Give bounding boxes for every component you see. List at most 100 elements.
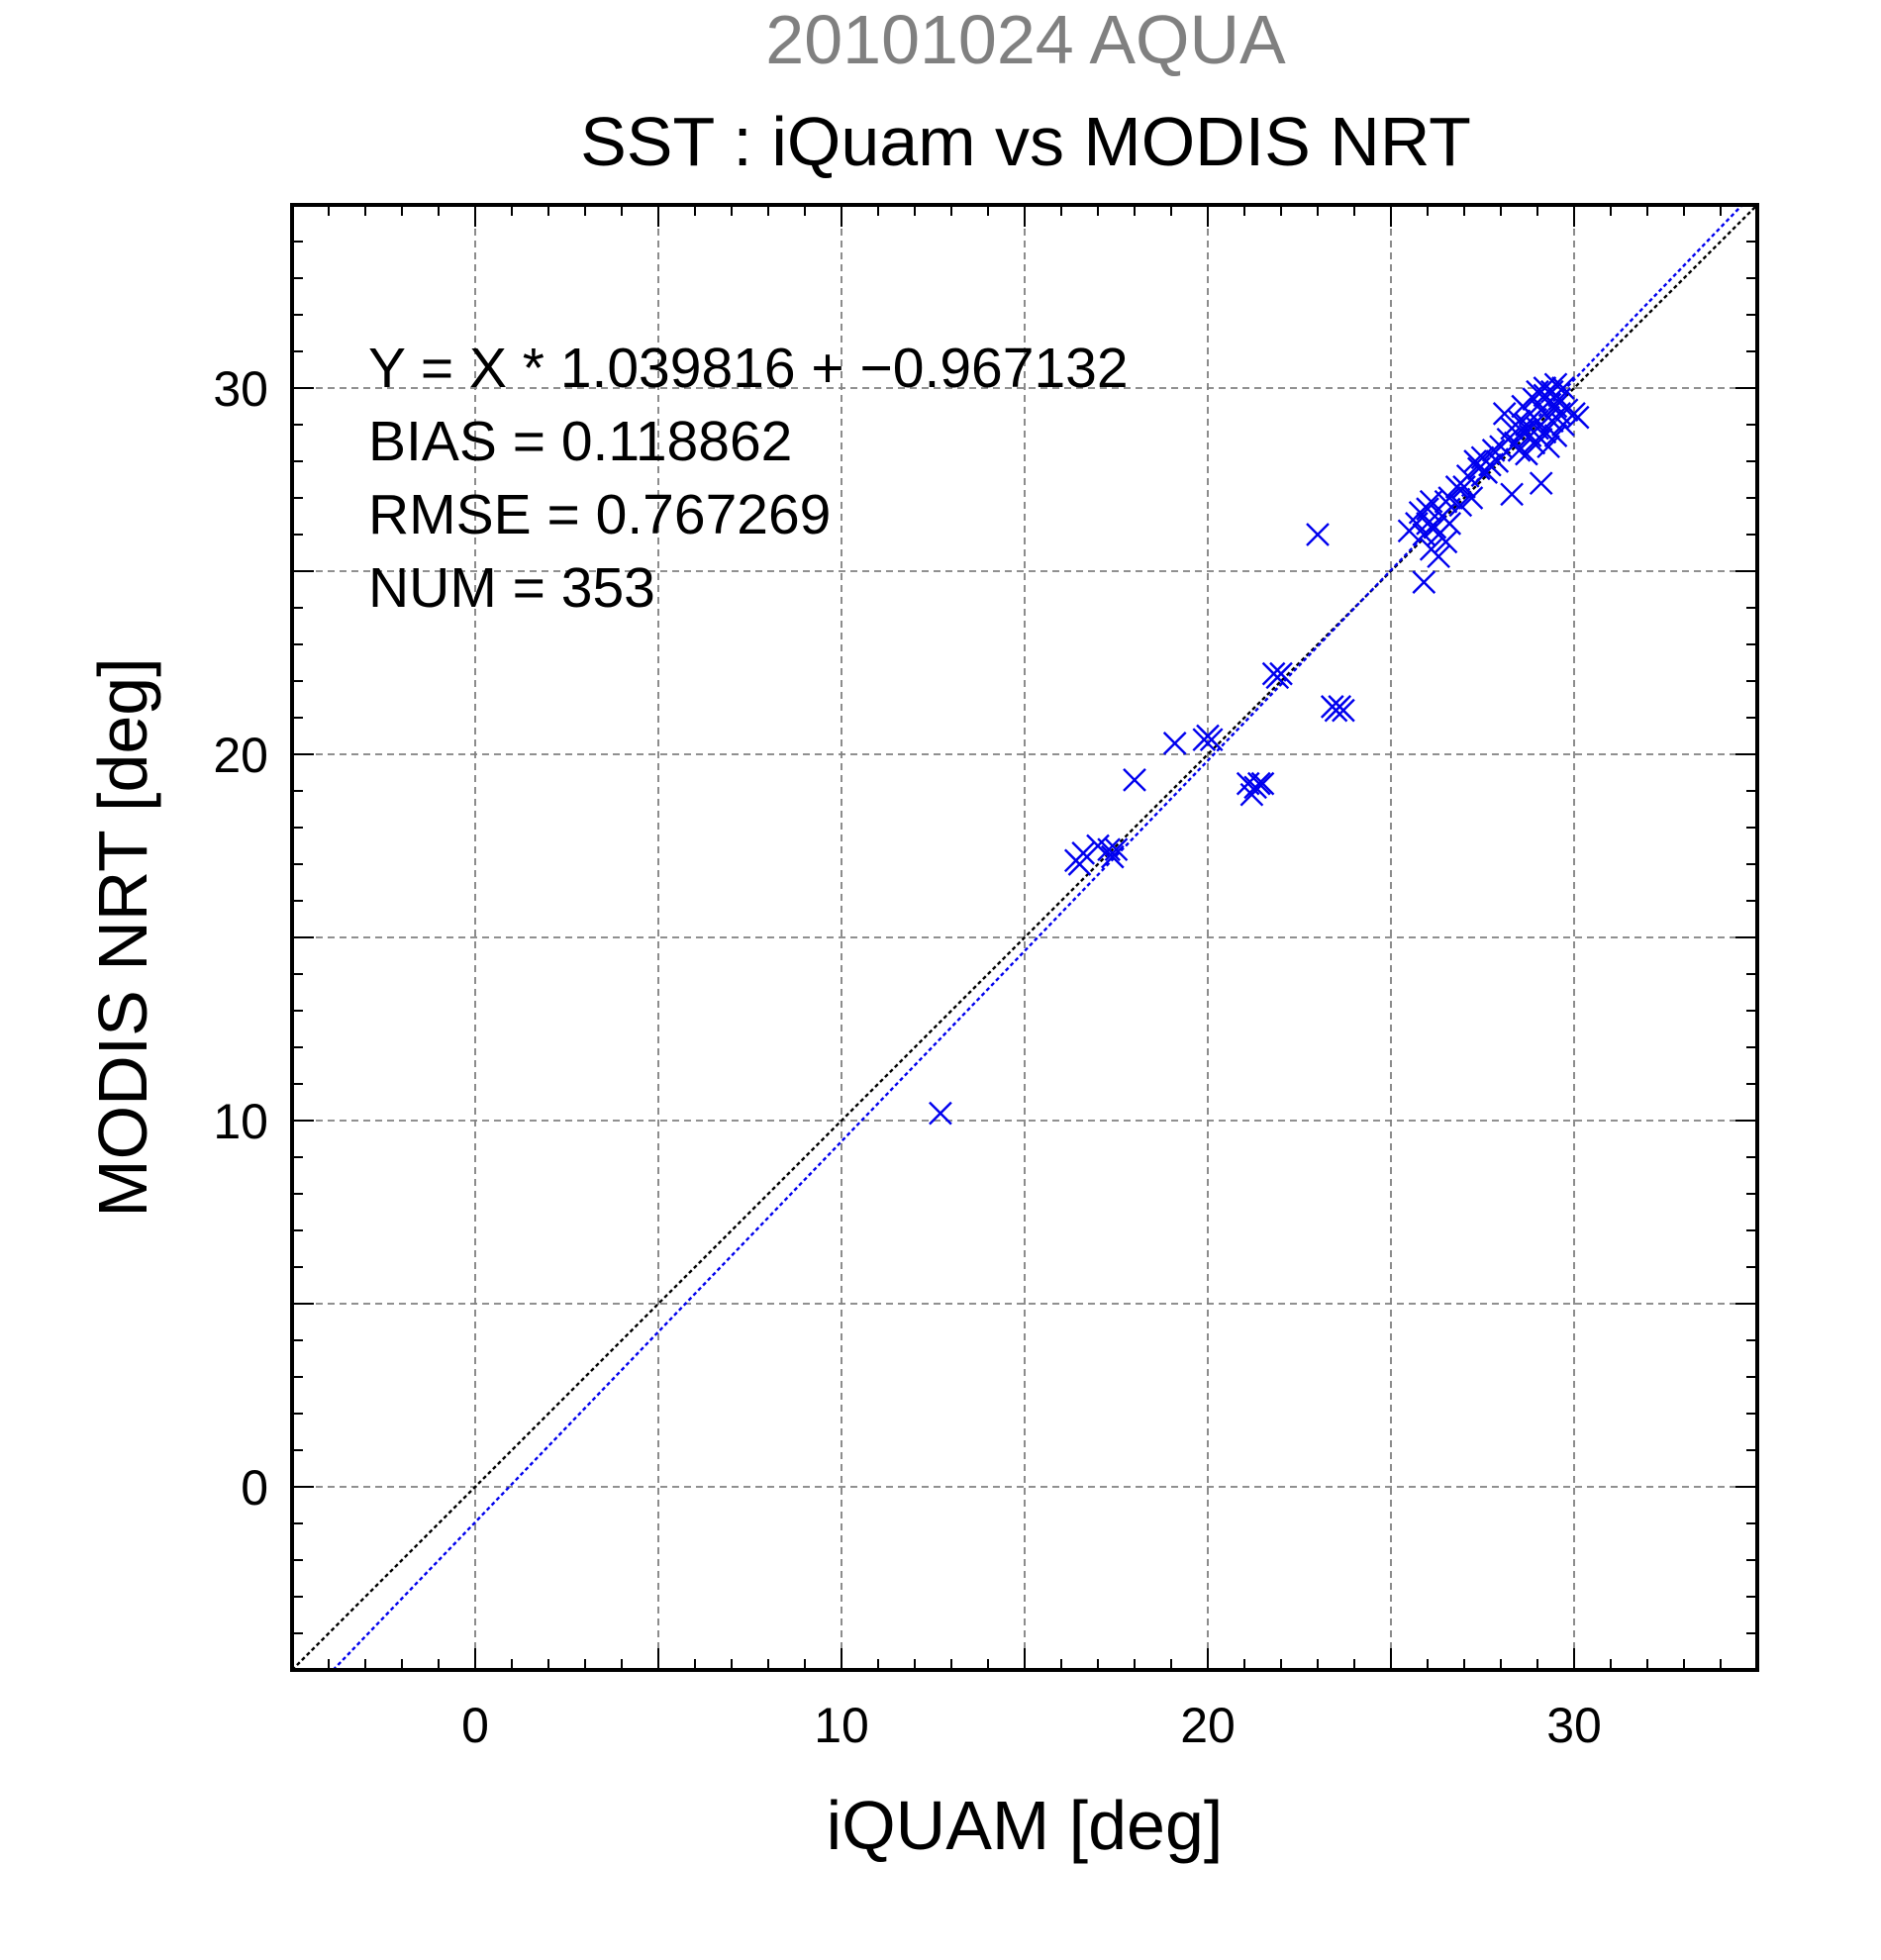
data-point-stroke xyxy=(1437,512,1462,536)
data-point xyxy=(1162,732,1187,755)
data-point xyxy=(929,1101,952,1126)
data-point xyxy=(1097,837,1121,862)
data-point-stroke xyxy=(1067,852,1092,876)
data-point-stroke xyxy=(1086,833,1110,858)
stat-line: RMSE = 0.767269 xyxy=(368,483,831,546)
y-tick-label: 10 xyxy=(213,1094,268,1149)
stats-box: Y = X * 1.039816 + −0.967132 BIAS = 0.118… xyxy=(368,337,1129,620)
data-point xyxy=(1437,512,1462,536)
data-point-stroke xyxy=(1332,698,1355,723)
data-point xyxy=(1067,852,1092,876)
data-point xyxy=(1306,523,1330,546)
data-point-stroke xyxy=(1269,661,1293,686)
data-point-stroke xyxy=(929,1101,952,1126)
stat-line: BIAS = 0.118862 xyxy=(368,410,792,473)
data-point xyxy=(1412,570,1436,594)
data-point-stroke xyxy=(1536,435,1560,459)
data-point-stroke xyxy=(1551,376,1575,400)
data-point xyxy=(1434,530,1458,554)
data-point-stroke xyxy=(1416,512,1439,536)
data-point xyxy=(1565,405,1590,430)
data-point-stroke xyxy=(1511,420,1535,444)
data-point-stroke xyxy=(1529,471,1553,496)
data-point-stroke xyxy=(1097,837,1121,862)
data-point-stroke xyxy=(1543,394,1568,419)
data-point-stroke xyxy=(1455,463,1480,488)
data-point-stroke xyxy=(1463,449,1487,473)
y-tick-label: 0 xyxy=(241,1460,268,1516)
data-point-stroke xyxy=(1434,530,1458,554)
data-point-stroke xyxy=(1123,768,1146,792)
data-point xyxy=(1485,449,1510,473)
data-point-stroke xyxy=(1104,837,1129,862)
stat-line: Y = X * 1.039816 + −0.967132 xyxy=(368,337,1129,400)
data-point xyxy=(1100,844,1125,869)
fit-line xyxy=(332,204,1743,1671)
data-point xyxy=(1507,439,1532,462)
data-point xyxy=(1427,544,1450,569)
data-point-stroke xyxy=(1554,398,1579,423)
data-point xyxy=(1269,661,1293,686)
data-point-stroke xyxy=(1543,424,1568,447)
data-point-stroke xyxy=(1250,771,1275,796)
data-point xyxy=(1551,376,1575,400)
data-point xyxy=(1199,728,1224,752)
y-tick-label: 20 xyxy=(213,728,268,783)
data-point-stroke xyxy=(1543,372,1568,397)
data-point xyxy=(1492,402,1517,426)
data-point xyxy=(1246,771,1271,796)
stat-line: NUM = 353 xyxy=(368,556,655,620)
x-tick-label: 0 xyxy=(461,1698,489,1753)
data-point xyxy=(1543,424,1568,447)
grid-layer xyxy=(292,205,1757,1670)
data-point-stroke xyxy=(1481,439,1506,462)
data-point-stroke xyxy=(1423,515,1447,539)
data-point xyxy=(1104,837,1129,862)
data-point xyxy=(1455,463,1480,488)
chart-supertitle: 20101024 AQUA xyxy=(765,1,1286,78)
data-point-stroke xyxy=(1199,728,1224,752)
x-tick-label: 30 xyxy=(1546,1698,1602,1753)
data-point-stroke xyxy=(1485,449,1510,473)
data-point-stroke xyxy=(1533,420,1557,444)
data-point-stroke xyxy=(1162,732,1187,755)
data-point xyxy=(1423,515,1447,539)
data-point-stroke xyxy=(1478,452,1502,477)
data-point xyxy=(1478,452,1502,477)
identity-line xyxy=(291,204,1758,1671)
plot-frame xyxy=(290,203,1759,1672)
data-point-stroke xyxy=(1492,402,1517,426)
data-point-stroke xyxy=(1246,771,1271,796)
x-tick-label: 10 xyxy=(814,1698,869,1753)
data-point xyxy=(1543,372,1568,397)
data-point-stroke xyxy=(1448,493,1473,518)
data-point xyxy=(1250,771,1275,796)
point-layer xyxy=(929,372,1590,1126)
data-point xyxy=(1332,698,1355,723)
chart-title: SST : iQuam vs MODIS NRT xyxy=(580,103,1471,180)
x-tick-label: 20 xyxy=(1180,1698,1236,1753)
data-point xyxy=(1448,493,1473,518)
data-point-stroke xyxy=(1412,570,1436,594)
line-layer xyxy=(291,204,1758,1671)
data-point-stroke xyxy=(1459,486,1484,510)
data-point-stroke xyxy=(1437,486,1462,510)
data-point xyxy=(1536,435,1560,459)
data-point xyxy=(1500,482,1524,507)
y-axis-title: MODIS NRT [deg] xyxy=(84,657,161,1217)
data-point xyxy=(1529,471,1553,496)
data-point xyxy=(1459,486,1484,510)
data-point-stroke xyxy=(1503,431,1528,455)
data-point-stroke xyxy=(1500,482,1524,507)
data-point-stroke xyxy=(1100,844,1125,869)
data-point xyxy=(1554,398,1579,423)
data-point-stroke xyxy=(1507,409,1532,434)
data-point xyxy=(1437,486,1462,510)
data-point-stroke xyxy=(1306,523,1330,546)
data-point-stroke xyxy=(1427,544,1450,569)
data-point-stroke xyxy=(1507,439,1532,462)
x-axis-title: iQUAM [deg] xyxy=(827,1787,1224,1864)
data-point xyxy=(1123,768,1146,792)
y-tick-label: 30 xyxy=(213,361,268,417)
